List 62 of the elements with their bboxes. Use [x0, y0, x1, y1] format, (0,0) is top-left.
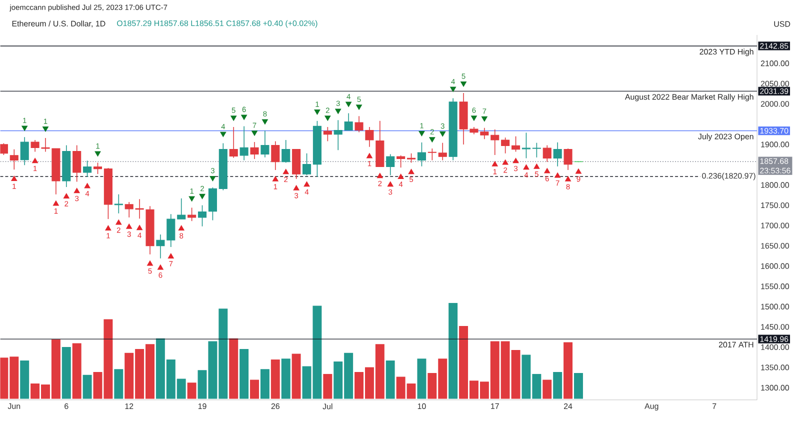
candlestick — [501, 137, 510, 154]
bar — [386, 360, 395, 399]
bar — [270, 360, 280, 399]
bar — [417, 358, 426, 399]
bar — [156, 338, 165, 399]
candlestick — [396, 155, 406, 168]
bar — [114, 369, 124, 399]
candlestick — [553, 142, 562, 167]
bar — [62, 347, 71, 399]
bar — [229, 338, 238, 399]
candlestick — [20, 136, 29, 166]
bar — [574, 373, 583, 399]
candlestick — [532, 142, 541, 158]
bar — [292, 354, 301, 399]
candlestick — [198, 204, 207, 227]
candlestick — [93, 162, 102, 175]
candlestick — [260, 130, 270, 158]
candlestick — [428, 148, 436, 161]
candlestick — [156, 234, 165, 259]
bar — [553, 372, 562, 399]
candlestick — [188, 207, 196, 222]
candlestick — [240, 126, 248, 161]
candlestick — [542, 144, 552, 162]
candlestick — [250, 142, 259, 160]
bar — [511, 350, 520, 399]
candlestick — [177, 198, 186, 220]
candlestick — [229, 126, 238, 158]
bar — [542, 380, 552, 399]
candlestick — [386, 154, 395, 176]
bar — [72, 343, 82, 399]
candlestick — [124, 202, 134, 218]
bar — [260, 369, 270, 399]
bar — [51, 339, 60, 399]
bar — [250, 380, 260, 399]
bar — [448, 302, 458, 399]
candlestick — [135, 198, 144, 220]
candlestick — [114, 194, 123, 214]
candlestick — [208, 187, 217, 221]
candlestick — [490, 129, 500, 156]
candlestick — [282, 140, 290, 164]
bar — [240, 349, 249, 399]
candlestick — [564, 148, 572, 170]
bar — [187, 382, 196, 399]
candlestick — [0, 142, 8, 156]
candlestick — [334, 120, 342, 151]
candlestick — [344, 112, 353, 131]
bar — [281, 358, 290, 399]
bar — [20, 360, 30, 399]
candlestick — [271, 140, 280, 170]
candlestick — [83, 160, 92, 178]
candlestick — [10, 148, 18, 170]
bar — [82, 374, 92, 399]
candlestick — [438, 142, 447, 161]
candlestick — [512, 136, 520, 152]
candlestick — [417, 142, 426, 167]
candlestick — [72, 144, 82, 182]
candlestick — [166, 214, 176, 248]
bar — [323, 374, 332, 399]
candlestick — [323, 126, 332, 142]
candlestick — [302, 153, 312, 176]
candlestick — [407, 153, 416, 164]
bar — [564, 342, 573, 399]
